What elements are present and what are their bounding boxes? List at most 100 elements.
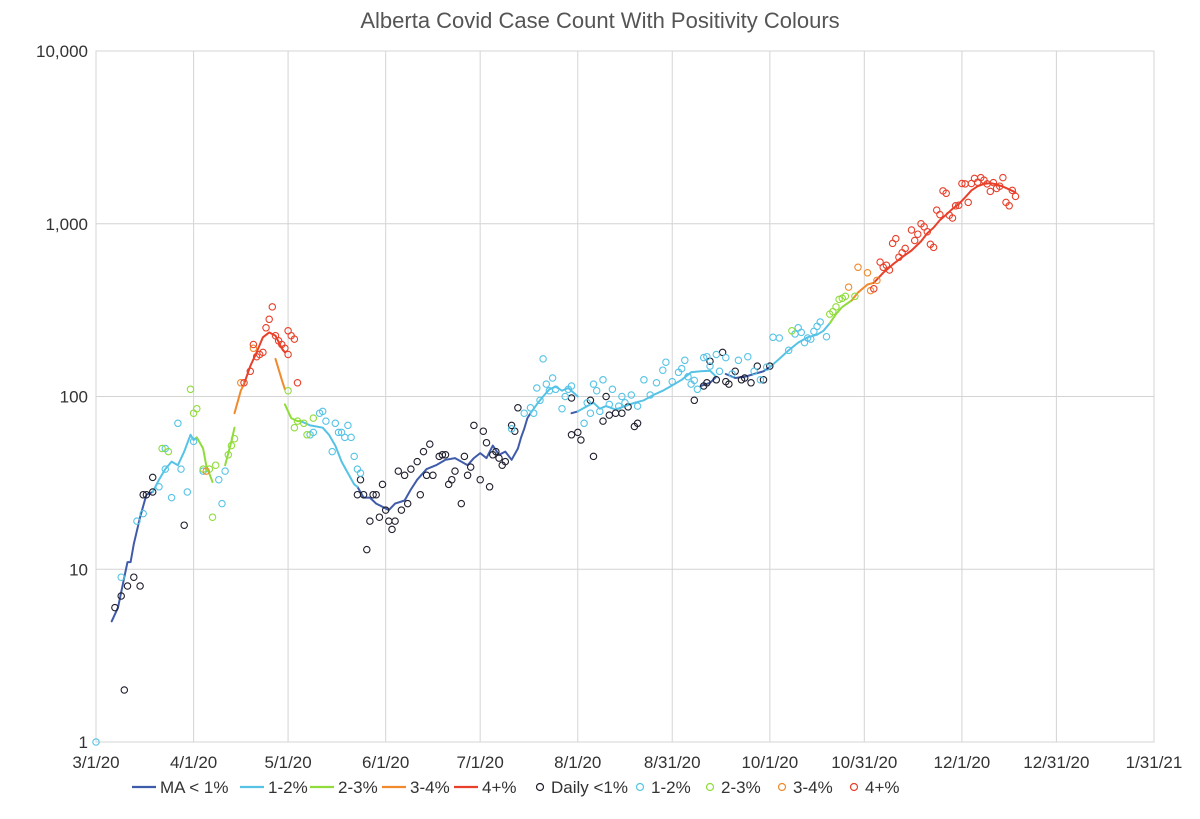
data-point [923, 227, 932, 236]
data-point [681, 356, 689, 365]
series-line [356, 412, 532, 512]
data-point [479, 427, 488, 435]
data-point [202, 467, 210, 475]
data-point [133, 517, 141, 525]
legend-label: 1-2% [268, 778, 308, 797]
data-point [618, 409, 626, 417]
data-point [599, 376, 607, 384]
y-tick-label: 100 [60, 388, 88, 407]
data-point [514, 404, 522, 412]
data-point [599, 417, 607, 425]
data-point [614, 402, 623, 410]
data-point [835, 295, 843, 304]
chart-title: Alberta Covid Case Count With Positivity… [360, 8, 839, 33]
data-point [529, 409, 538, 417]
data-point [218, 499, 226, 508]
data-point [460, 452, 469, 461]
data-point [870, 285, 878, 293]
data-point [561, 392, 569, 401]
data-point [712, 350, 721, 359]
data-point [589, 452, 598, 461]
data-point [910, 236, 919, 245]
data-point [174, 419, 182, 428]
data-point [419, 447, 428, 456]
data-point [753, 362, 762, 370]
series-line [828, 299, 853, 325]
data-point [344, 421, 352, 430]
x-tick-label: 4/1/20 [170, 753, 217, 772]
data-point [381, 506, 390, 514]
data-point [942, 189, 950, 198]
y-axis-ticks: 1 10 100 1,000 10,000 [36, 42, 88, 752]
data-point [208, 513, 217, 521]
data-point [186, 385, 195, 394]
data-point [457, 499, 466, 508]
data-point [955, 201, 963, 209]
data-point [762, 363, 771, 371]
legend-label: 2-3% [338, 778, 378, 797]
data-point [158, 444, 166, 453]
data-point [183, 488, 192, 496]
data-point [652, 379, 661, 387]
data-point [136, 582, 144, 590]
data-point [621, 399, 629, 407]
data-point [117, 592, 125, 600]
data-point [756, 376, 765, 384]
data-point [221, 467, 229, 475]
data-point [964, 198, 972, 207]
data-point [394, 467, 403, 475]
data-point [429, 471, 437, 480]
data-point [142, 490, 151, 499]
data-point [177, 465, 185, 473]
data-point [363, 545, 371, 554]
data-point [995, 182, 1004, 190]
series-line [195, 436, 214, 483]
data-point [372, 490, 380, 499]
data-point [640, 376, 648, 384]
data-point [120, 686, 129, 694]
y-tick-label: 1,000 [45, 215, 88, 234]
data-point [265, 315, 273, 324]
gridlines [95, 50, 1155, 743]
data-point [740, 374, 749, 382]
data-point [784, 346, 793, 355]
legend-label: 3-4% [793, 778, 833, 797]
data-point [211, 461, 220, 469]
series-markers [92, 173, 1020, 746]
data-point [542, 380, 551, 388]
x-tick-label: 7/1/20 [457, 753, 504, 772]
legend-marker-swatch [535, 782, 545, 792]
data-point [567, 431, 576, 439]
data-point [451, 467, 459, 475]
data-point [583, 399, 591, 407]
legend: MA < 1% 1-2% 2-3% 3-4% 4+% Daily <1% 1-2% 2-3% 3… [132, 778, 900, 797]
x-tick-label: 8/1/20 [554, 753, 601, 772]
data-point [215, 475, 223, 484]
data-point [863, 269, 872, 277]
data-point [574, 428, 582, 437]
legend-marker-swatch [705, 782, 715, 792]
data-point [907, 226, 916, 234]
data-point [715, 367, 724, 376]
data-point [677, 364, 686, 373]
data-point [139, 490, 147, 499]
legend-item: 1-2% [635, 778, 691, 797]
data-point [885, 266, 894, 274]
data-point [668, 377, 676, 386]
data-point [507, 421, 516, 430]
data-point [230, 434, 239, 443]
data-point [750, 367, 758, 376]
data-point [318, 407, 327, 416]
x-tick-label: 12/31/20 [1023, 753, 1089, 772]
legend-label: MA < 1% [160, 778, 229, 797]
data-point [309, 428, 318, 437]
data-point [832, 303, 840, 311]
legend-label: Daily <1% [551, 778, 628, 797]
data-point [520, 409, 528, 417]
data-point [189, 437, 198, 446]
data-point [822, 332, 831, 341]
data-point [662, 358, 670, 366]
data-point [470, 421, 478, 430]
